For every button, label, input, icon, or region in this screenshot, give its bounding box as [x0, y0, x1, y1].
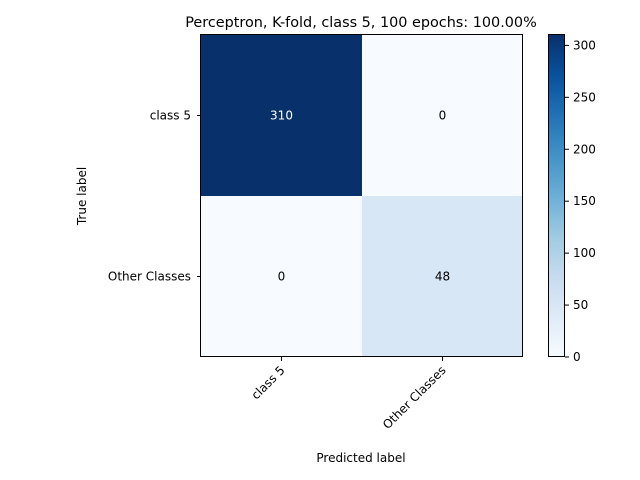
heatmap-cell	[362, 35, 523, 196]
cell-value-label: 0	[278, 270, 286, 284]
y-axis-ticks: class 5 Other Classes	[108, 109, 201, 284]
cell-value-label: 0	[439, 109, 447, 123]
x-tick-label: Other Classes	[380, 363, 449, 432]
plot-frame	[200, 34, 523, 357]
colorbar-tick-label: 150	[573, 194, 596, 208]
colorbar-tick-label: 250	[573, 90, 596, 104]
heatmap-cells	[201, 35, 523, 357]
colorbar-tick-label: 100	[573, 246, 596, 260]
colorbar-tick-label: 0	[573, 350, 581, 364]
heatmap-cell	[362, 196, 523, 357]
colorbar-tick-label: 50	[573, 298, 588, 312]
cell-value-label: 310	[270, 109, 293, 123]
x-axis-ticks: class 5 Other Classes	[249, 357, 449, 432]
colorbar-tick-label: 200	[573, 142, 596, 156]
y-tick-label: Other Classes	[108, 270, 191, 284]
colorbar-ticks: 0 50 100 150 200 250 300	[565, 38, 596, 364]
y-tick-label: class 5	[150, 109, 191, 123]
cell-value-label: 48	[435, 270, 450, 284]
cell-value-labels: 310 0 0 48	[270, 109, 450, 284]
x-axis-label: Predicted label	[316, 451, 405, 465]
colorbar	[548, 34, 565, 357]
colorbar-tick-label: 300	[573, 38, 596, 52]
y-axis-label: True label	[75, 167, 89, 226]
heatmap-cell	[201, 35, 362, 196]
x-tick-label: class 5	[249, 363, 288, 402]
heatmap-cell	[201, 196, 362, 357]
chart-title: Perceptron, K-fold, class 5, 100 epochs:…	[185, 15, 537, 31]
